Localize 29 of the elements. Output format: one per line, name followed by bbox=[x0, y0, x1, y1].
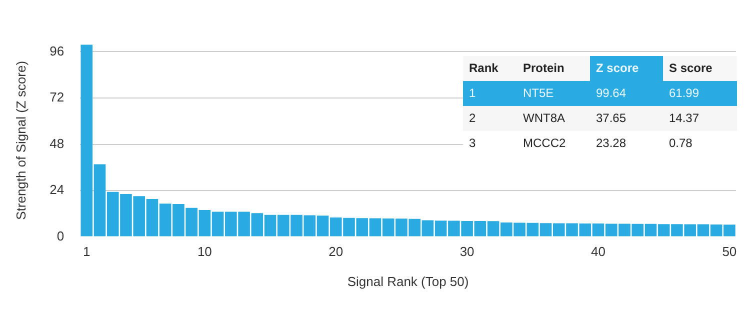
annotation: S score bbox=[663, 56, 737, 81]
annotation: Protein bbox=[517, 56, 590, 81]
annotation: MCCC2 bbox=[517, 131, 590, 156]
annotation: 1 bbox=[463, 81, 517, 106]
annotation: Rank bbox=[463, 56, 517, 81]
annotation: 61.99 bbox=[663, 81, 737, 106]
annotation: 23.28 bbox=[590, 131, 663, 156]
x-axis-title: Signal Rank (Top 50) bbox=[347, 274, 469, 289]
annotation: 37.65 bbox=[590, 106, 663, 131]
y-tick-label: 0 bbox=[56, 228, 64, 244]
annotation: NT5E bbox=[517, 81, 590, 106]
y-tick-label: 72 bbox=[50, 90, 64, 105]
annotation: Z score bbox=[590, 56, 663, 81]
x-tick-label: 30 bbox=[460, 244, 474, 260]
x-tick-label: 1 bbox=[83, 244, 90, 260]
x-tick-label: 50 bbox=[722, 244, 737, 260]
annotation: 99.64 bbox=[590, 81, 663, 106]
y-tick-label: 96 bbox=[50, 43, 64, 58]
y-tick-label: 24 bbox=[50, 182, 64, 198]
x-tick-label: 10 bbox=[197, 244, 212, 260]
annotation: 3 bbox=[463, 131, 517, 156]
annotation: 0.78 bbox=[663, 131, 737, 156]
annotation: 14.37 bbox=[663, 106, 737, 131]
x-tick-label: 40 bbox=[591, 244, 606, 260]
annotation: WNT8A bbox=[517, 106, 590, 131]
annotation: 2 bbox=[463, 106, 517, 131]
y-tick-label: 48 bbox=[50, 136, 64, 151]
x-tick-label: 20 bbox=[328, 244, 344, 260]
y-axis-title: Strength of Signal (Z score) bbox=[13, 60, 28, 220]
